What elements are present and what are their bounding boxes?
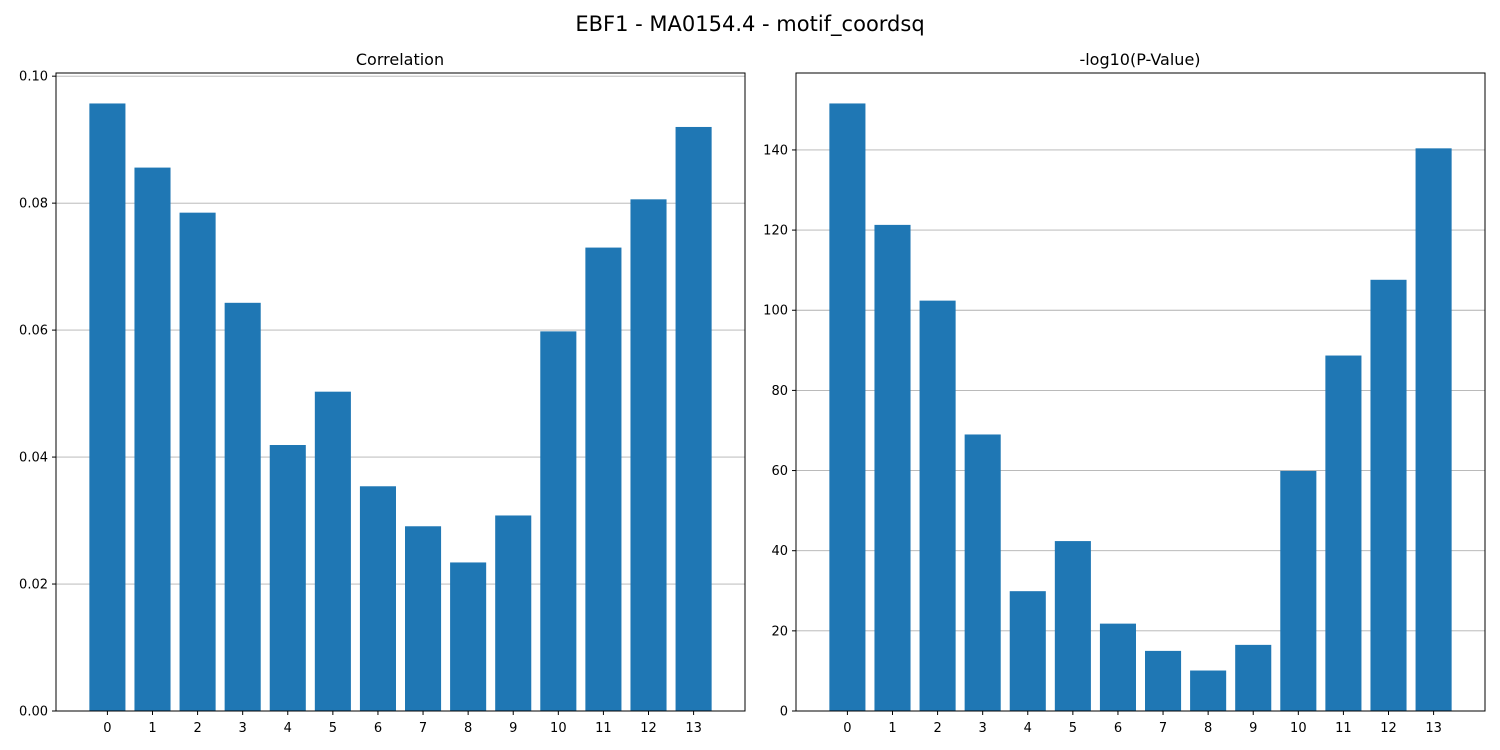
pvalue-xtick-label: 2 <box>933 721 941 736</box>
correlation-xtick-label: 12 <box>640 721 657 736</box>
correlation-axes-frame <box>55 72 746 712</box>
correlation-bar-8 <box>450 562 487 711</box>
figure-title: EBF1 - MA0154.4 - motif_coordsq <box>575 12 924 37</box>
pvalue-axes-frame <box>795 72 1486 712</box>
pvalue-xtick-label: 3 <box>979 721 987 736</box>
pvalue-bar-5 <box>1054 541 1091 711</box>
pvalue-bar-2 <box>919 300 956 711</box>
correlation-ytick-label: 0.00 <box>19 705 48 720</box>
correlation-xtick-label: 5 <box>329 721 337 736</box>
pvalue-bar-7 <box>1145 650 1182 711</box>
pvalue-ytick-label: 60 <box>771 464 788 479</box>
pvalue-xtick-label: 9 <box>1249 721 1257 736</box>
pvalue-ytick-label: 0 <box>780 705 788 720</box>
correlation-ytick-label: 0.06 <box>19 324 48 339</box>
pvalue-bar-3 <box>964 434 1001 711</box>
correlation-xtick-label: 11 <box>595 721 612 736</box>
correlation-xtick-label: 6 <box>374 721 382 736</box>
pvalue-xtick-label: 11 <box>1335 721 1352 736</box>
correlation-xtick-label: 4 <box>284 721 292 736</box>
correlation-ytick-label: 0.10 <box>19 70 48 85</box>
correlation-xtick-label: 2 <box>193 721 201 736</box>
pvalue-chart-title: -log10(P-Value) <box>1079 50 1200 69</box>
pvalue-xtick-label: 6 <box>1114 721 1122 736</box>
correlation-xtick-label: 9 <box>509 721 517 736</box>
correlation-bar-0 <box>89 103 126 712</box>
correlation-bar-12 <box>630 199 667 711</box>
correlation-bar-5 <box>314 391 351 711</box>
correlation-bar-11 <box>585 247 622 711</box>
pvalue-xtick-label: 13 <box>1425 721 1442 736</box>
pvalue-bar-10 <box>1280 470 1317 711</box>
pvalue-xtick-label: 12 <box>1380 721 1397 736</box>
correlation-xtick-label: 1 <box>148 721 156 736</box>
pvalue-ytick-label: 100 <box>763 304 788 319</box>
pvalue-bar-6 <box>1099 623 1136 711</box>
correlation-bar-13 <box>675 126 712 711</box>
correlation-ytick-label: 0.02 <box>19 578 48 593</box>
correlation-xtick-label: 3 <box>239 721 247 736</box>
correlation-ytick-label: 0.08 <box>19 197 48 212</box>
correlation-xtick-label: 10 <box>550 721 567 736</box>
correlation-bar-10 <box>540 331 577 711</box>
pvalue-ytick-label: 120 <box>763 224 788 239</box>
correlation-chart-title: Correlation <box>356 50 444 69</box>
pvalue-xtick-label: 8 <box>1204 721 1212 736</box>
pvalue-xtick-label: 10 <box>1290 721 1307 736</box>
correlation-chart: Correlation 0.000.020.040.060.080.100 1 2 3… <box>19 50 746 736</box>
correlation-bar-9 <box>495 515 532 711</box>
correlation-bar-2 <box>179 212 216 712</box>
correlation-xtick-label: 13 <box>685 721 702 736</box>
pvalue-xtick-label: 4 <box>1024 721 1032 736</box>
correlation-bar-7 <box>405 526 442 711</box>
correlation-ytick-label: 0.04 <box>19 451 48 466</box>
correlation-bar-4 <box>269 445 306 711</box>
correlation-xtick-label: 7 <box>419 721 427 736</box>
pvalue-xtick-label: 5 <box>1069 721 1077 736</box>
pvalue-xtick-label: 7 <box>1159 721 1167 736</box>
pvalue-ytick-label: 40 <box>771 544 788 559</box>
pvalue-xtick-label: 1 <box>888 721 896 736</box>
correlation-xtick-label: 0 <box>103 721 111 736</box>
pvalue-xtick-label: 0 <box>843 721 851 736</box>
correlation-bar-1 <box>134 167 171 711</box>
pvalue-ytick-label: 80 <box>771 384 788 399</box>
pvalue-ytick-label: 20 <box>771 624 788 639</box>
correlation-xtick-label: 8 <box>464 721 472 736</box>
pvalue-bar-13 <box>1415 148 1452 712</box>
pvalue-bar-1 <box>874 224 911 711</box>
pvalue-bar-11 <box>1325 355 1362 711</box>
correlation-bar-6 <box>359 486 396 711</box>
pvalue-bar-4 <box>1009 591 1046 711</box>
pvalue-bar-0 <box>829 103 866 712</box>
pvalue-bar-12 <box>1370 279 1407 711</box>
correlation-bar-3 <box>224 302 261 711</box>
pvalue-bar-9 <box>1235 644 1272 711</box>
pvalue-bar-8 <box>1190 670 1227 711</box>
pvalue-ytick-label: 140 <box>763 143 788 158</box>
